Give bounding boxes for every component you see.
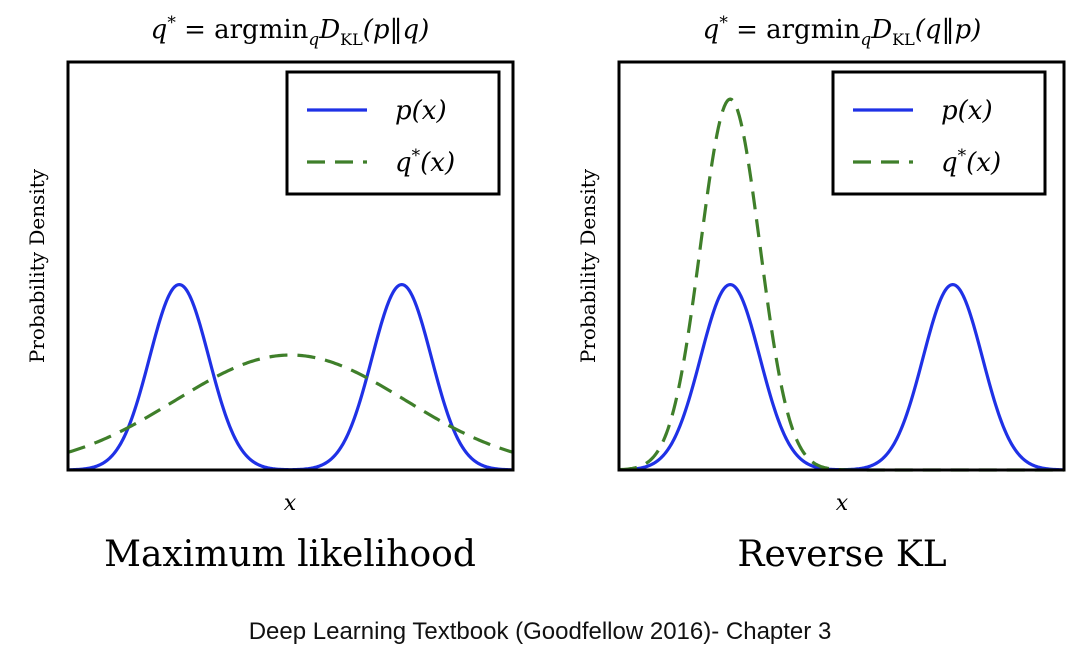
- y-axis-label: Probability Density: [25, 168, 49, 363]
- title-star: *: [719, 13, 728, 33]
- legend-box: [285, 70, 501, 196]
- title-sub-q: q: [860, 30, 871, 50]
- series-p-line: [67, 282, 514, 472]
- chart-title: q* = argminqDKL(q‖p): [703, 13, 982, 50]
- x-axis-label: x: [836, 491, 849, 516]
- title-D: D: [870, 15, 892, 45]
- legend-box: [831, 70, 1047, 196]
- legend-label-p: p(x): [941, 96, 993, 126]
- figure-caption: Deep Learning Textbook (Goodfellow 2016)…: [248, 618, 832, 645]
- chart-panel-2: q* = argminqDKL(q‖p)p(x)q*(x)Probability…: [576, 13, 1066, 575]
- title-sub-kl: KL: [892, 30, 915, 49]
- title-D: D: [318, 15, 340, 45]
- series-q-line: [67, 353, 514, 454]
- title-argmin: = argmin: [728, 15, 861, 45]
- title-sub-q: q: [308, 30, 319, 50]
- title-argmin: = argmin: [176, 15, 309, 45]
- title-args: (q‖p): [915, 15, 982, 45]
- chart-title: q* = argminqDKL(p‖q): [151, 13, 430, 50]
- title-sub-kl: KL: [340, 30, 363, 49]
- legend-label-q: q*(x): [941, 146, 1001, 178]
- y-axis-label: Probability Density: [576, 168, 600, 363]
- panel-subtitle: Maximum likelihood: [104, 534, 476, 575]
- title-star: *: [167, 13, 176, 33]
- x-axis-label: x: [284, 491, 297, 516]
- title-q: q: [703, 15, 720, 45]
- legend: p(x) q*(x): [285, 70, 501, 196]
- legend: p(x) q*(x): [831, 70, 1047, 196]
- title-args: (p‖q): [363, 15, 430, 45]
- chart-panel-1: q* = argminqDKL(p‖q)p(x)q*(x)Probability…: [25, 13, 515, 575]
- panel-subtitle: Reverse KL: [737, 534, 946, 575]
- plot-frame: [617, 60, 1066, 472]
- legend-label-p: p(x): [395, 96, 447, 126]
- title-q: q: [151, 15, 168, 45]
- legend-label-q: q*(x): [395, 146, 455, 178]
- series-p-line: [618, 282, 1065, 472]
- plot-frame: [66, 60, 515, 472]
